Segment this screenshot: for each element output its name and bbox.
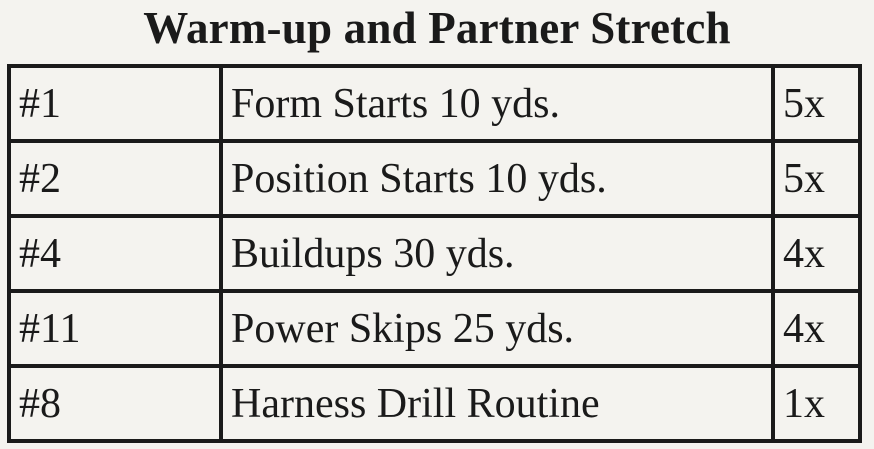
table-row: #8 Harness Drill Routine 1x (7, 364, 862, 443)
drill-reps: 1x (771, 364, 862, 443)
drill-table: #1 Form Starts 10 yds. 5x #2 Position St… (7, 64, 862, 443)
table-row: #11 Power Skips 25 yds. 4x (7, 289, 862, 368)
drill-reps: 5x (771, 139, 862, 218)
drill-number: #8 (7, 364, 223, 443)
table-row: #2 Position Starts 10 yds. 5x (7, 139, 862, 218)
table-title: Warm-up and Partner Stretch (143, 3, 731, 53)
drill-reps: 4x (771, 289, 862, 368)
drill-name: Harness Drill Routine (219, 364, 775, 443)
drill-name: Power Skips 25 yds. (219, 289, 775, 368)
drill-number: #2 (7, 139, 223, 218)
drill-number: #11 (7, 289, 223, 368)
drill-reps: 4x (771, 214, 862, 293)
drill-reps: 5x (771, 64, 862, 143)
drill-name: Position Starts 10 yds. (219, 139, 775, 218)
drill-number: #4 (7, 214, 223, 293)
drill-name: Form Starts 10 yds. (219, 64, 775, 143)
table-row: #4 Buildups 30 yds. 4x (7, 214, 862, 293)
drill-number: #1 (7, 64, 223, 143)
table-row: #1 Form Starts 10 yds. 5x (7, 64, 862, 143)
drill-name: Buildups 30 yds. (219, 214, 775, 293)
